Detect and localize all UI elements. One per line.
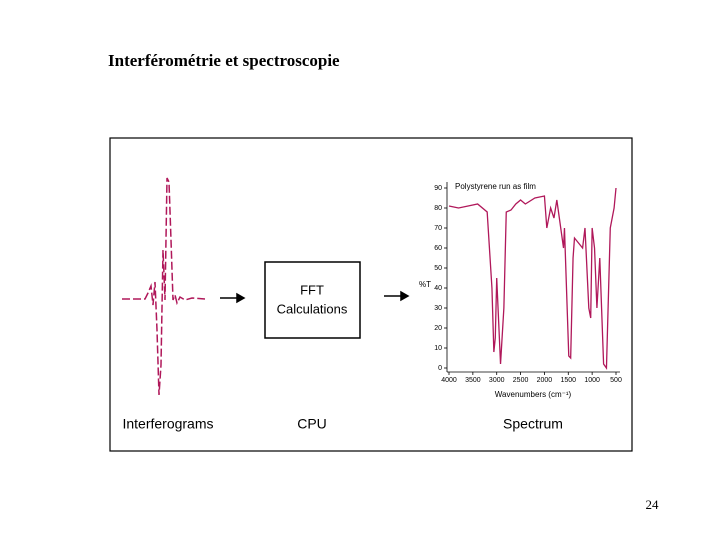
- diagram-label: CPU: [297, 416, 327, 432]
- y-tick-label: 30: [434, 305, 442, 312]
- y-tick-label: 50: [434, 265, 442, 272]
- y-tick-label: 70: [434, 225, 442, 232]
- x-tick-label: 3500: [465, 377, 481, 384]
- y-axis-label: %T: [419, 280, 431, 289]
- slide-title: Interférométrie et spectroscopie: [108, 51, 340, 70]
- arrow: [220, 292, 246, 304]
- x-axis-label: Wavenumbers (cm⁻¹): [495, 390, 572, 399]
- y-tick-label: 40: [434, 285, 442, 292]
- diagram-label: Interferograms: [122, 416, 213, 432]
- x-tick-label: 500: [610, 377, 622, 384]
- fft-label: FFT: [300, 282, 324, 297]
- spectrum-line: [448, 187, 617, 370]
- x-tick-label: 4000: [441, 377, 457, 384]
- x-tick-label: 1500: [560, 377, 576, 384]
- y-tick-label: 20: [434, 325, 442, 332]
- page-number: 24: [646, 497, 660, 512]
- chart-title: Polystyrene run as film: [455, 182, 536, 191]
- interferogram: [122, 177, 206, 396]
- y-tick-label: 0: [438, 365, 442, 372]
- x-tick-label: 2000: [537, 377, 553, 384]
- x-tick-label: 1000: [584, 377, 600, 384]
- diagram-label: Spectrum: [503, 416, 563, 432]
- arrow: [384, 290, 410, 302]
- x-tick-label: 2500: [513, 377, 529, 384]
- y-tick-label: 90: [434, 185, 442, 192]
- y-tick-label: 10: [434, 345, 442, 352]
- diagram-frame: [109, 137, 633, 452]
- fft-box: [264, 261, 361, 339]
- fft-label: Calculations: [277, 301, 348, 316]
- y-tick-label: 80: [434, 205, 442, 212]
- y-tick-label: 60: [434, 245, 442, 252]
- x-tick-label: 3000: [489, 377, 505, 384]
